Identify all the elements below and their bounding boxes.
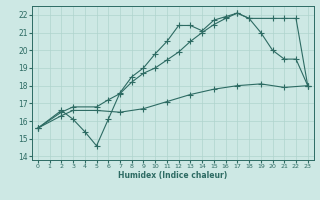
X-axis label: Humidex (Indice chaleur): Humidex (Indice chaleur) [118, 171, 228, 180]
